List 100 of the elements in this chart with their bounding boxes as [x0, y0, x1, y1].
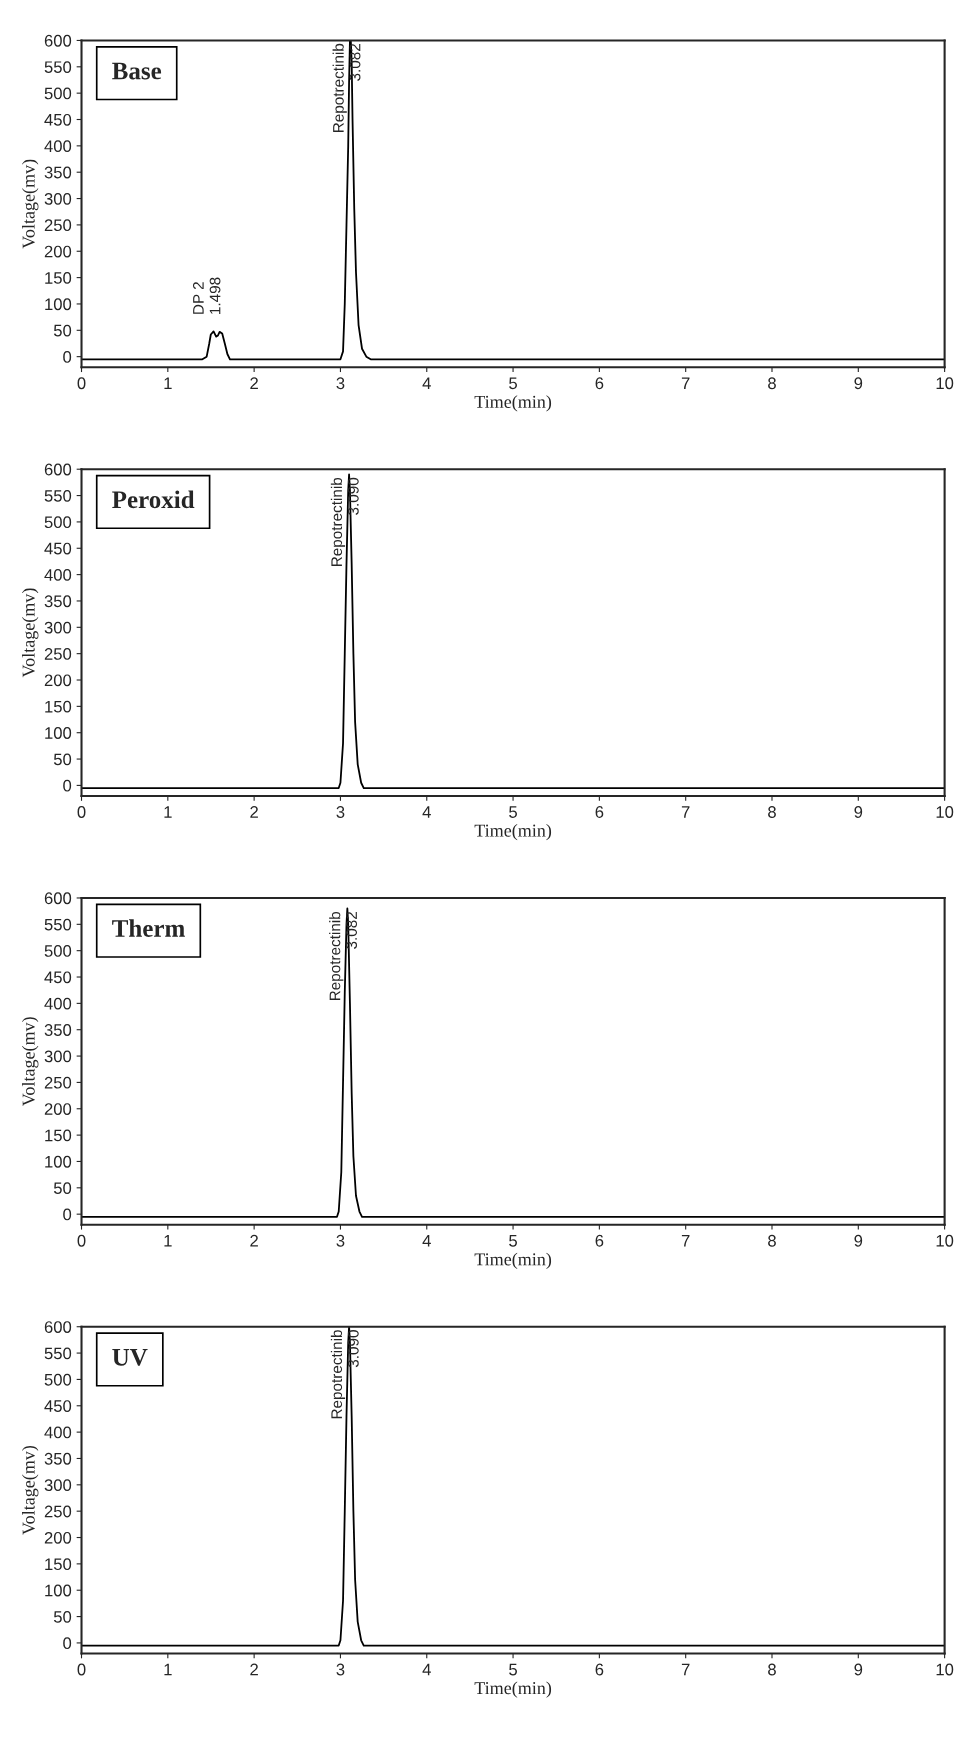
y-tick-label: 0 — [63, 1637, 72, 1650]
y-tick-label: 250 — [44, 648, 72, 660]
x-tick-label: 0 — [77, 377, 86, 390]
x-tick-label: 4 — [422, 1663, 431, 1676]
y-tick-label: 450 — [44, 113, 72, 126]
x-tick-label: 1 — [164, 1663, 172, 1676]
y-tick-label: 300 — [44, 192, 72, 205]
x-tick-label: 2 — [250, 1234, 258, 1247]
x-tick-label: 10 — [936, 1234, 954, 1247]
y-tick-label: 500 — [44, 945, 72, 957]
y-tick-label: 300 — [44, 1479, 72, 1492]
annotation: Repotrectinib — [329, 911, 344, 1001]
y-tick-label: 100 — [45, 298, 72, 311]
y-tick-label: 150 — [45, 700, 72, 713]
text: Base — [112, 62, 162, 80]
x-tick-label: 5 — [509, 1663, 517, 1676]
y-axis-title: Voltage(mv) — [22, 1445, 39, 1535]
x-tick-label: 0 — [77, 806, 86, 818]
annotation: Repotrectinib — [330, 477, 346, 567]
y-tick-label: 250 — [44, 1076, 72, 1089]
y-tick-label: 250 — [44, 219, 72, 232]
y-tick-label: 250 — [44, 1505, 72, 1518]
x-tick-label: 2 — [250, 1663, 258, 1676]
x-tick-label: 9 — [854, 377, 863, 390]
y-axis-title: Voltage(mv) — [22, 1017, 39, 1107]
x-tick-label: 8 — [768, 377, 776, 390]
x-tick-label: 0 — [77, 1663, 86, 1676]
y-tick-label: 350 — [44, 595, 72, 608]
x-tick-label: 9 — [854, 806, 863, 818]
y-tick-label: 200 — [44, 1531, 72, 1544]
y-tick-label: 50 — [53, 1182, 72, 1195]
y-tick-label: 450 — [44, 542, 72, 555]
y-tick-label: 400 — [44, 1426, 72, 1439]
x-tick-label: 4 — [422, 1235, 431, 1247]
x-tick-label: 8 — [768, 1663, 776, 1676]
y-tick-label: 150 — [45, 272, 72, 284]
x-tick-label: 0 — [77, 1234, 86, 1247]
x-tick-label: 7 — [681, 806, 690, 818]
x-tick-label: 2 — [250, 806, 258, 818]
y-tick-label: 550 — [44, 61, 72, 74]
x-tick-label: 5 — [509, 806, 517, 818]
x-axis-title: Time(min) — [474, 1681, 552, 1698]
y-tick-label: 100 — [45, 1155, 72, 1168]
annotation: 3.090 — [347, 1330, 359, 1368]
x-tick-label: 4 — [422, 377, 431, 389]
y-tick-label: 0 — [63, 351, 72, 363]
x-axis-title: Time(min) — [474, 1252, 552, 1270]
y-tick-label: 350 — [44, 1452, 72, 1465]
y-tick-label: 400 — [44, 569, 72, 581]
x-tick-label: 1 — [164, 377, 172, 389]
x-tick-label: 6 — [595, 377, 604, 390]
y-tick-label: 600 — [44, 892, 72, 905]
x-tick-label: 5 — [509, 1235, 517, 1247]
x-tick-label: 6 — [595, 1663, 604, 1676]
text: UV — [112, 1349, 148, 1366]
x-tick-label: 7 — [681, 1235, 690, 1247]
y-tick-label: 600 — [44, 34, 72, 47]
x-axis-title: Time(min) — [474, 395, 552, 412]
annotation: 1.498 — [209, 277, 221, 314]
x-tick-label: 6 — [595, 1234, 604, 1247]
x-tick-label: 3 — [336, 1234, 345, 1247]
x-tick-label: 3 — [336, 377, 345, 390]
x-tick-label: 3 — [336, 806, 345, 818]
annotation: Repotrectinib — [332, 43, 347, 132]
x-tick-label: 7 — [681, 1663, 690, 1676]
x-tick-label: 10 — [936, 377, 954, 390]
x-tick-label: 10 — [936, 1663, 954, 1676]
x-tick-label: 7 — [681, 377, 690, 389]
y-tick-label: 50 — [53, 753, 72, 766]
y-tick-label: 150 — [45, 1129, 72, 1142]
x-tick-label: 8 — [768, 1234, 776, 1247]
x-tick-label: 10 — [936, 806, 954, 818]
y-tick-label: 200 — [44, 1103, 72, 1115]
x-tick-label: 4 — [422, 806, 431, 818]
y-tick-label: 500 — [44, 516, 72, 529]
y-tick-label: 300 — [44, 621, 72, 634]
x-tick-label: 1 — [164, 1235, 172, 1247]
y-tick-label: 100 — [45, 727, 72, 739]
y-tick-label: 500 — [44, 87, 72, 100]
y-tick-label: 600 — [44, 1321, 72, 1333]
y-tick-label: 400 — [44, 997, 72, 1010]
x-tick-label: 6 — [595, 806, 604, 818]
annotation: Repotrectinib — [330, 1330, 346, 1419]
y-tick-label: 200 — [44, 245, 72, 258]
annotation: 3.090 — [347, 477, 359, 515]
x-tick-label: 3 — [336, 1663, 345, 1676]
y-tick-label: 350 — [44, 1024, 72, 1036]
x-tick-label: 5 — [509, 377, 517, 390]
y-tick-label: 50 — [53, 1610, 72, 1623]
y-tick-label: 50 — [53, 324, 72, 337]
line-series — [81, 473, 945, 789]
y-tick-label: 550 — [44, 918, 72, 931]
x-tick-label: 9 — [854, 1234, 863, 1247]
text: Therm — [112, 919, 185, 937]
y-tick-label: 350 — [44, 166, 72, 179]
y-tick-label: 600 — [44, 463, 72, 476]
y-axis-title: Voltage(mv) — [22, 588, 39, 678]
text: Peroxid — [112, 490, 195, 509]
annotation: 3.082 — [349, 44, 361, 81]
x-tick-label: 2 — [250, 377, 258, 389]
